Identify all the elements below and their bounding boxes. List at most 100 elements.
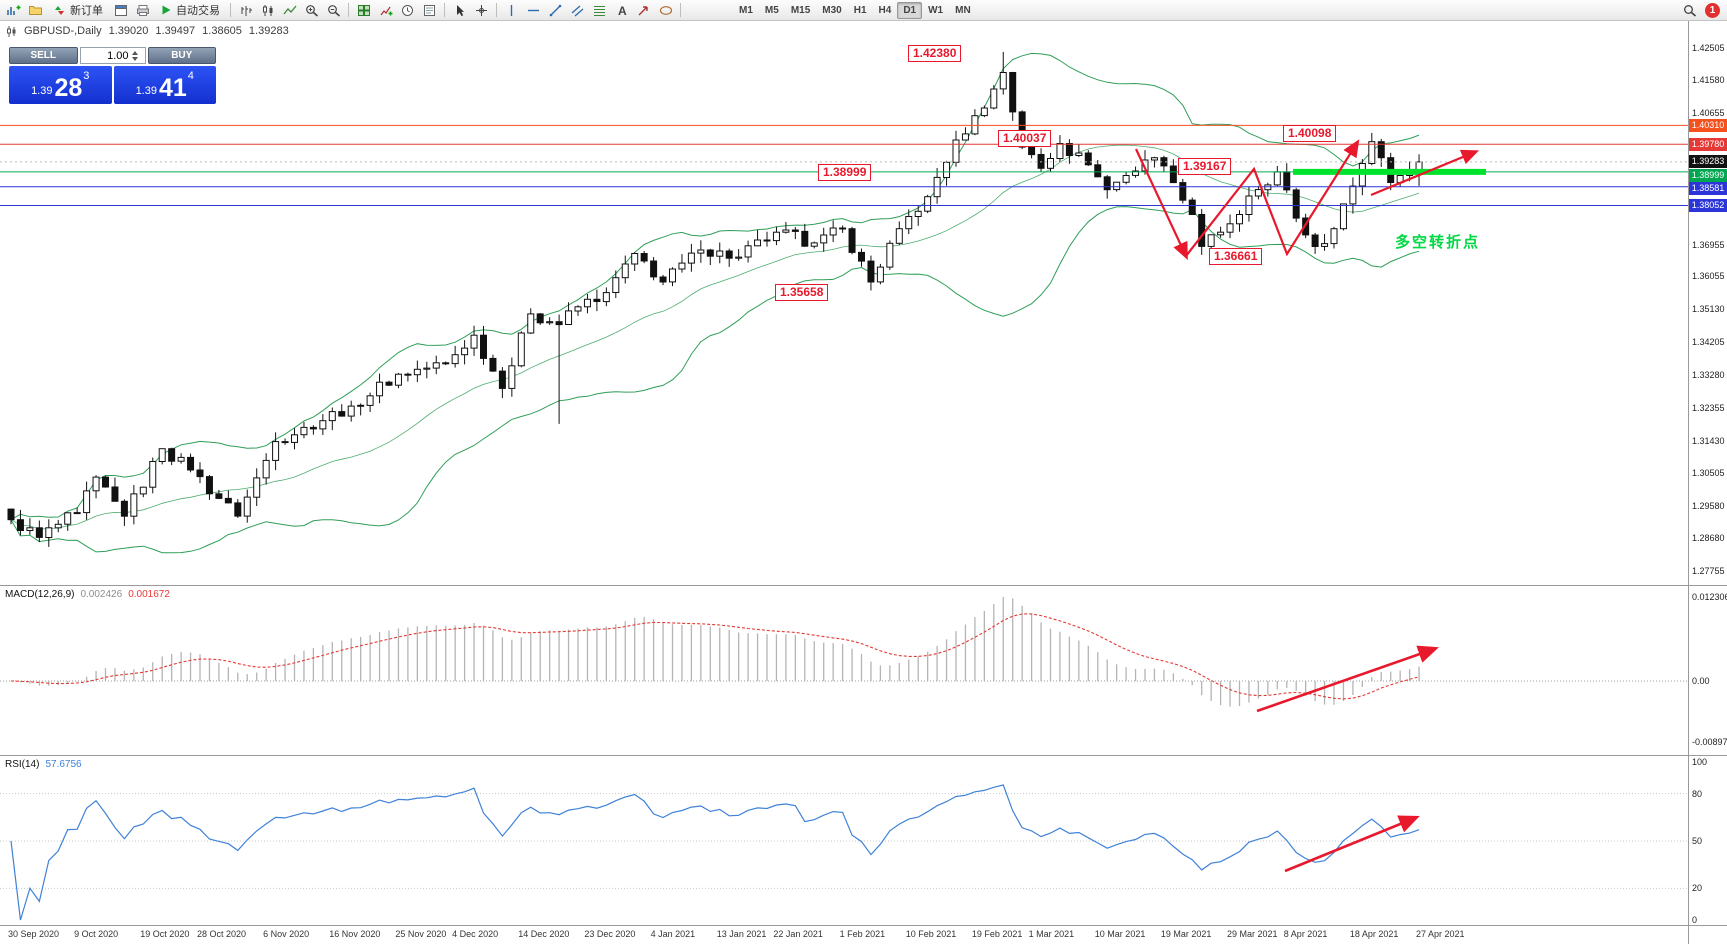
trend-arrow[interactable] bbox=[1135, 148, 1188, 260]
macd-tick: 0.012306 bbox=[1692, 592, 1727, 602]
timeframe-button-h1[interactable]: H1 bbox=[853, 4, 867, 16]
date-label: 19 Feb 2021 bbox=[971, 929, 1023, 939]
timeframe-button-w1[interactable]: W1 bbox=[928, 4, 944, 16]
volume-input[interactable] bbox=[80, 49, 129, 62]
periods-button[interactable] bbox=[397, 1, 418, 19]
timeframe-button-d1[interactable]: D1 bbox=[897, 1, 923, 19]
zoom-out-button[interactable] bbox=[323, 1, 344, 19]
price-callout-1.42380[interactable]: 1.42380 bbox=[908, 45, 962, 62]
price-axis[interactable]: 1.42505 1.41580 1.40655 1.36955 1.36055 1.351… bbox=[1688, 21, 1727, 944]
add-indicator-button[interactable] bbox=[375, 1, 396, 19]
volume-down-icon[interactable] bbox=[131, 56, 138, 61]
date-label: 18 Apr 2021 bbox=[1349, 929, 1399, 939]
profiles-button[interactable] bbox=[25, 1, 46, 19]
macd-signal-line[interactable] bbox=[10, 613, 1420, 700]
toolbar-separator bbox=[348, 3, 349, 17]
macd-tick: 0.00 bbox=[1692, 676, 1710, 686]
date-label: 4 Dec 2020 bbox=[452, 929, 499, 939]
price-level-label: 1.39283 bbox=[1689, 155, 1727, 168]
auto-trading-button[interactable]: 自动交易 bbox=[154, 1, 226, 19]
fibonacci-tool-button[interactable] bbox=[589, 1, 610, 19]
candlestick-chart[interactable] bbox=[0, 21, 1688, 585]
trend-arrow[interactable] bbox=[1185, 139, 1360, 257]
new-chart-button[interactable] bbox=[3, 1, 24, 19]
chart-title: GBPUSD-,Daily 1.39020 1.39497 1.38605 1.… bbox=[6, 25, 289, 37]
volume-up-icon[interactable] bbox=[131, 50, 138, 55]
shapes-tool-button[interactable] bbox=[655, 1, 676, 19]
price-callout-1.35658[interactable]: 1.35658 bbox=[775, 284, 829, 301]
folder-icon bbox=[29, 6, 42, 15]
buy-button[interactable]: BUY bbox=[147, 47, 216, 64]
main-chart-panel[interactable]: GBPUSD-,Daily 1.39020 1.39497 1.38605 1.… bbox=[0, 21, 1688, 585]
arrow-tool-button[interactable] bbox=[633, 1, 654, 19]
sell-price-button[interactable]: 1.39 28 3 bbox=[9, 66, 112, 104]
chart-window-button[interactable] bbox=[110, 1, 131, 19]
price-callout-1.38999[interactable]: 1.38999 bbox=[818, 164, 872, 181]
tile-windows-button[interactable] bbox=[353, 1, 374, 19]
sell-pipette: 3 bbox=[83, 70, 90, 82]
sell-big-figure: 1.39 bbox=[31, 85, 53, 97]
bollinger-lower-band[interactable] bbox=[10, 206, 1420, 554]
panel-separator[interactable] bbox=[0, 585, 1727, 586]
timeframe-button-h4[interactable]: H4 bbox=[878, 4, 892, 16]
rsi-trend-arrow[interactable] bbox=[1284, 815, 1420, 873]
zoom-in-button[interactable] bbox=[301, 1, 322, 19]
candlestick-chart-button[interactable] bbox=[257, 1, 278, 19]
vertical-line-tool-button[interactable] bbox=[501, 1, 522, 19]
date-label: 10 Feb 2021 bbox=[905, 929, 957, 939]
trend-arrow[interactable] bbox=[1370, 149, 1480, 197]
price-tick: 1.42505 bbox=[1692, 42, 1725, 53]
channel-tool-button[interactable] bbox=[567, 1, 588, 19]
rsi-tick: 0 bbox=[1692, 915, 1698, 925]
trendline-tool-button[interactable] bbox=[545, 1, 566, 19]
line-chart-button[interactable] bbox=[279, 1, 300, 19]
macd-panel[interactable]: MACD(12,26,9) 0.002426 0.001672 bbox=[0, 586, 1688, 755]
search-button[interactable] bbox=[1679, 1, 1700, 19]
buy-price-button[interactable]: 1.39 41 4 bbox=[113, 66, 216, 104]
bollinger-middle-band[interactable] bbox=[10, 144, 1420, 530]
trendline-icon bbox=[549, 4, 562, 16]
price-tick: 1.36055 bbox=[1692, 271, 1725, 282]
bar-chart-button[interactable] bbox=[235, 1, 256, 19]
rsi-value: 57.6756 bbox=[45, 759, 82, 770]
price-callout-1.36661[interactable]: 1.36661 bbox=[1209, 248, 1263, 265]
templates-button[interactable] bbox=[419, 1, 440, 19]
sell-button[interactable]: SELL bbox=[9, 47, 78, 64]
horizontal-line-tool-button[interactable] bbox=[523, 1, 544, 19]
price-callout-1.39167[interactable]: 1.39167 bbox=[1178, 158, 1232, 175]
macd-name: MACD(12,26,9) bbox=[5, 589, 75, 600]
new-order-button[interactable]: 新订单 bbox=[47, 1, 109, 19]
date-label: 22 Jan 2021 bbox=[773, 929, 823, 939]
bollinger-upper-band[interactable] bbox=[10, 52, 1420, 521]
notification-badge[interactable]: 1 bbox=[1705, 2, 1720, 18]
macd-plot[interactable] bbox=[0, 586, 1688, 755]
timeframe-button-m1[interactable]: M1 bbox=[739, 4, 753, 16]
cursor-tool-button[interactable] bbox=[449, 1, 470, 19]
price-callout-1.40098[interactable]: 1.40098 bbox=[1283, 125, 1337, 142]
macd-label: MACD(12,26,9) 0.002426 0.001672 bbox=[5, 589, 170, 600]
crosshair-tool-button[interactable] bbox=[471, 1, 492, 19]
open-value: 1.39020 bbox=[108, 25, 149, 37]
rsi-label: RSI(14) 57.6756 bbox=[5, 759, 82, 770]
rsi-line[interactable] bbox=[10, 784, 1420, 921]
text-tool-button[interactable]: A bbox=[611, 1, 632, 19]
timeframe-button-mn[interactable]: MN bbox=[955, 4, 971, 16]
volume-box bbox=[79, 47, 146, 64]
price-callout-1.40037[interactable]: 1.40037 bbox=[998, 130, 1052, 147]
price-tick: 1.32355 bbox=[1692, 402, 1725, 413]
timeframe-button-m15[interactable]: M15 bbox=[790, 4, 811, 16]
date-label: 27 Apr 2021 bbox=[1416, 929, 1465, 939]
volume-stepper[interactable] bbox=[131, 50, 138, 61]
turning-point-annotation[interactable]: 多空转折点 bbox=[1395, 234, 1481, 251]
rsi-plot[interactable] bbox=[0, 756, 1688, 925]
timeframe-button-m5[interactable]: M5 bbox=[764, 4, 779, 16]
time-axis[interactable]: 30 Sep 2020 9 Oct 2020 19 Oct 2020 28 Oct 2… bbox=[0, 926, 1688, 944]
price-tick: 1.33280 bbox=[1692, 369, 1725, 380]
timeframe-button-m30[interactable]: M30 bbox=[822, 4, 842, 16]
date-label: 30 Sep 2020 bbox=[8, 929, 60, 939]
macd-trend-arrow[interactable] bbox=[1256, 645, 1439, 713]
rsi-panel[interactable]: RSI(14) 57.6756 bbox=[0, 756, 1688, 925]
date-label: 19 Oct 2020 bbox=[140, 929, 190, 939]
panel-separator[interactable] bbox=[0, 755, 1727, 756]
print-button[interactable] bbox=[132, 1, 153, 19]
